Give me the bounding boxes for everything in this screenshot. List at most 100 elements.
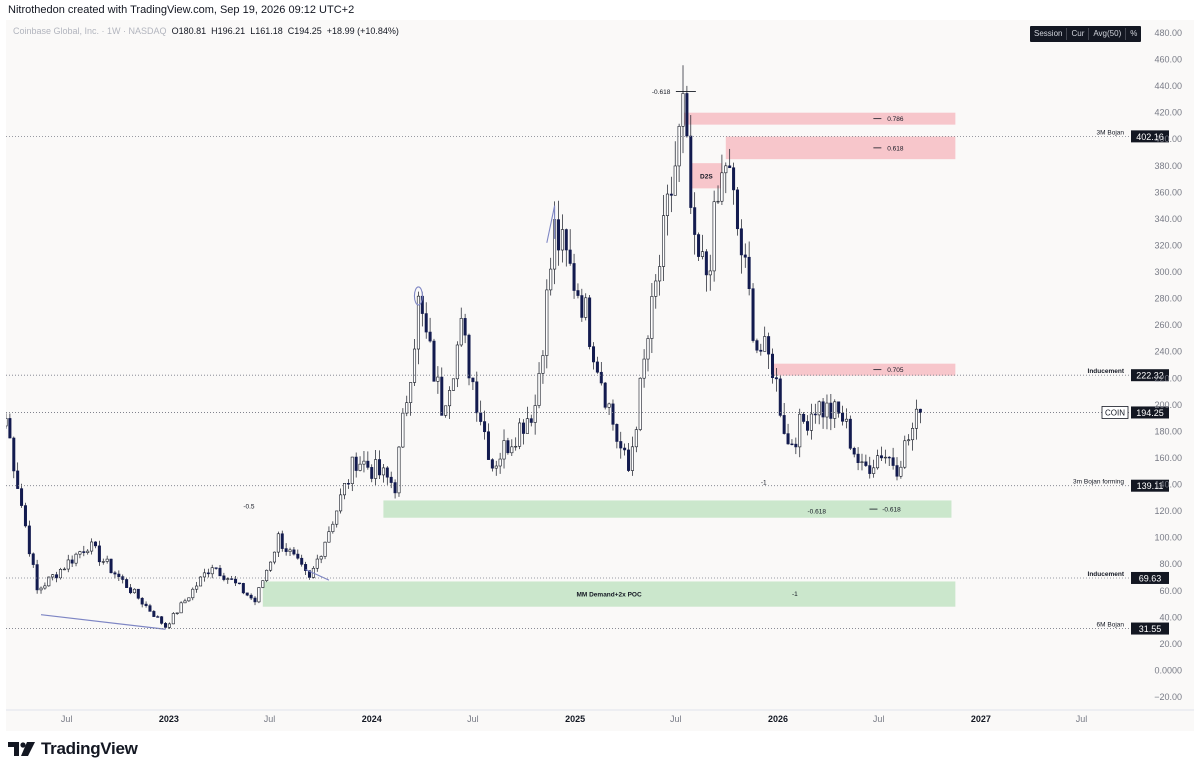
candle-body: [6, 418, 8, 427]
tradingview-footer: TradingView: [8, 738, 138, 760]
candle-body: [689, 135, 693, 208]
candle-body: [249, 594, 253, 599]
annotation-1: -0.5: [243, 503, 255, 510]
price-tag-1: [1131, 369, 1169, 382]
candle-body: [175, 612, 179, 614]
candle-body: [74, 553, 78, 564]
candle-body: [693, 207, 697, 235]
candle-body: [716, 200, 720, 203]
candle-body: [167, 623, 171, 628]
session-toggle[interactable]: Session: [1030, 28, 1068, 40]
level-label-0: 3M Bojan: [1097, 129, 1125, 136]
candle-body: [86, 550, 90, 553]
zone-label-2: D2S: [700, 173, 713, 180]
candle-body: [261, 580, 265, 588]
candle-body: [66, 559, 70, 570]
candle-body: [405, 402, 409, 414]
x-tick-8: Jul: [873, 714, 885, 724]
candle-body: [848, 418, 852, 449]
candle-body: [603, 382, 607, 408]
candle-body: [459, 318, 463, 346]
candle-body: [160, 616, 164, 624]
candle-body: [354, 456, 358, 471]
candle-body: [576, 290, 580, 296]
candle-body: [463, 318, 467, 336]
candle-body: [455, 344, 459, 380]
currency-toggle[interactable]: Cur: [1067, 28, 1090, 40]
price-chart[interactable]: 0.786 0.618 D2S 0.705 -0.618 MM Demand+2x POC…: [6, 20, 1194, 731]
candle-body: [187, 597, 191, 602]
chart-container[interactable]: 0.786 0.618 D2S 0.705 -0.618 MM Demand+2x POC…: [6, 20, 1194, 731]
candle-body: [806, 421, 810, 431]
close-value: 194.25: [294, 26, 322, 36]
candle-body: [381, 467, 385, 476]
candle-body: [654, 280, 658, 297]
zone-label-4: -0.618: [882, 507, 901, 514]
candle-body: [864, 461, 868, 466]
y-tick-10: 180.00: [1154, 426, 1182, 436]
candle-body: [78, 551, 82, 555]
candle-body: [755, 340, 759, 351]
candle-body: [362, 460, 366, 465]
y-tick-1: 0.0000: [1154, 665, 1182, 675]
candle-body: [879, 455, 883, 459]
candle-body: [62, 568, 66, 571]
candle-body: [109, 558, 113, 574]
candle-body: [778, 378, 782, 416]
candle-body: [794, 443, 798, 448]
candle-body: [156, 616, 160, 618]
candle-body: [265, 569, 269, 581]
candle-body: [837, 401, 841, 414]
zone-label-0: 0.786: [887, 116, 904, 123]
candle-body: [171, 613, 175, 625]
candle-body: [615, 424, 619, 442]
candle-body: [529, 418, 533, 423]
annotation-5: -0.618: [808, 509, 827, 516]
percent-toggle[interactable]: %: [1130, 29, 1138, 38]
candle-body: [8, 418, 12, 439]
candle-body: [560, 229, 564, 251]
candle-body: [448, 390, 452, 407]
candle-body: [592, 346, 596, 363]
session-toolbar[interactable]: Session Cur Avg(50) %: [1030, 26, 1142, 42]
candle-body: [327, 531, 331, 543]
candle-body: [841, 412, 845, 422]
change-value: +18.99 (+10.84%): [326, 26, 399, 36]
level-label-1: Inducement: [1088, 368, 1125, 375]
candle-body: [339, 494, 343, 512]
price-tag-value-3: 194.25: [1136, 408, 1164, 418]
candle-body: [218, 567, 222, 577]
candle-body: [51, 574, 55, 578]
candle-body: [903, 440, 907, 468]
candle-body: [607, 403, 611, 408]
candle-body: [179, 602, 183, 614]
y-tick-9: 160.00: [1154, 453, 1182, 463]
candle-body: [269, 561, 273, 571]
candle-body: [599, 371, 603, 384]
level-label-5: Inducement: [1088, 571, 1125, 578]
candle-body: [401, 412, 405, 448]
x-tick-4: Jul: [467, 714, 479, 724]
y-tick-2: 20.00: [1159, 639, 1182, 649]
candle-body: [712, 201, 716, 272]
candle-body: [97, 545, 101, 563]
candle-body: [817, 401, 821, 416]
candle-body: [669, 193, 673, 196]
avg-toggle[interactable]: Avg(50): [1089, 28, 1127, 40]
candle-body: [257, 587, 261, 603]
candle-body: [195, 585, 199, 590]
candle-body: [774, 377, 778, 380]
candle-body: [510, 446, 514, 454]
candle-body: [883, 456, 887, 459]
candle-body: [533, 405, 537, 423]
candle-body: [732, 167, 736, 191]
candle-body: [802, 413, 806, 422]
price-tag-value-0: 402.16: [1136, 132, 1164, 142]
candle-body: [876, 455, 880, 469]
candle-body: [451, 378, 455, 391]
candle-body: [416, 295, 420, 350]
candle-body: [471, 377, 475, 383]
candle-body: [665, 193, 669, 216]
candle-body: [782, 415, 786, 434]
candle-body: [436, 376, 440, 382]
